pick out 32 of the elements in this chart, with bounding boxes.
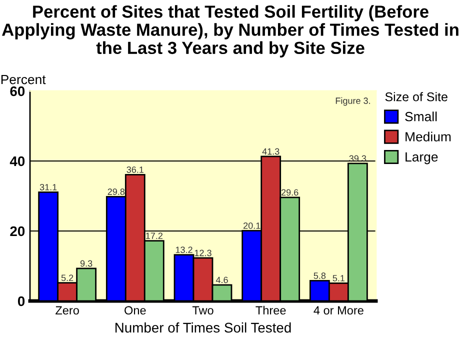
x-tick-label: Two [192, 306, 214, 315]
legend-label: Large [406, 152, 438, 164]
chart-title: Percent of Sites that Tested Soil Fertility (Before Applying Waste Manure), by Number of Times Tested in the Last 3 Years and by Site Size [2, 5, 458, 58]
data-label: 31.1 [40, 184, 57, 190]
legend-label: Medium [406, 132, 451, 142]
data-label: 9.3 [80, 260, 92, 267]
data-label: 12.3 [194, 250, 212, 256]
y-tick-label: 0 [18, 296, 25, 306]
data-label: 39.3 [349, 155, 366, 162]
data-label: 13.2 [176, 246, 192, 254]
x-tick-label: One [124, 306, 146, 315]
data-label: 29.6 [282, 189, 298, 196]
legend-title: Size of Site [385, 92, 448, 102]
data-label: 29.8 [108, 188, 125, 195]
y-tick-label: 40 [10, 156, 25, 166]
data-label: 17.2 [146, 232, 162, 239]
data-label: 5.1 [332, 275, 345, 282]
data-label: 4.6 [216, 276, 228, 284]
y-tick-label: 20 [10, 226, 25, 236]
x-tick-label: 4 or More [314, 306, 364, 315]
data-label: 36.1 [126, 166, 144, 173]
data-label: 5.2 [61, 274, 74, 282]
y-tick-label: 60 [10, 86, 25, 96]
x-axis-title: Number of Times Soil Tested [116, 322, 291, 333]
x-tick-label: Zero [56, 306, 79, 315]
data-label: 41.3 [262, 148, 280, 155]
legend-label: Small [405, 112, 437, 122]
data-label: 20.1 [244, 222, 260, 229]
x-tick-label: Three [256, 306, 286, 315]
annotation: Figure 3. [336, 97, 370, 106]
y-axis-title: Percent [1, 74, 46, 84]
data-label: 5.8 [314, 272, 326, 279]
